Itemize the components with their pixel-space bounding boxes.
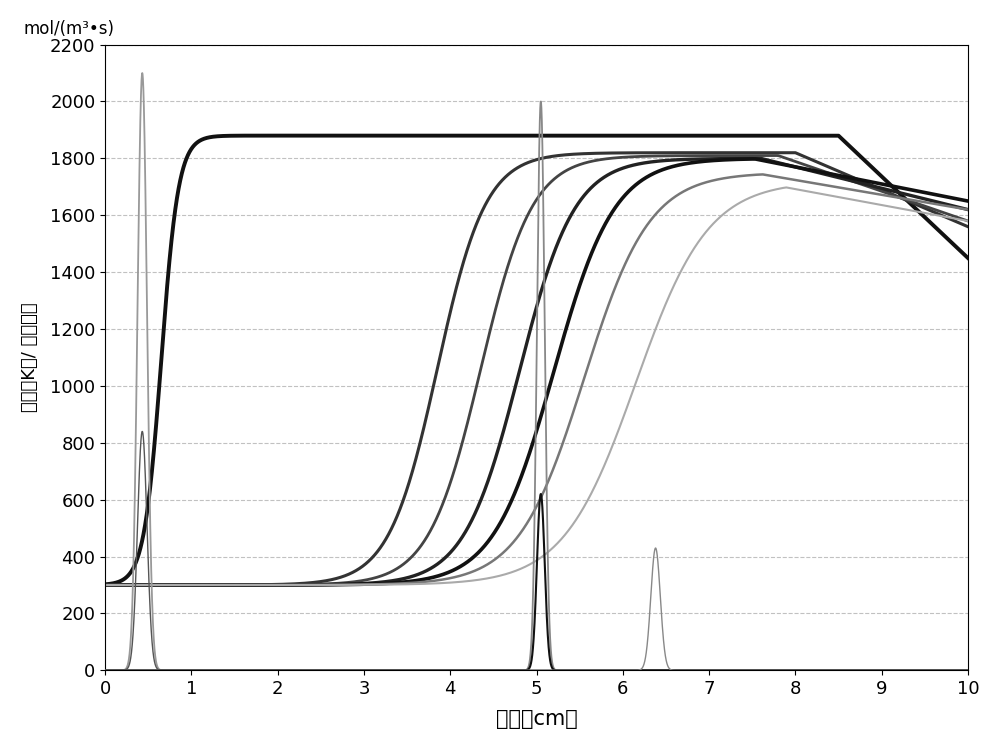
Y-axis label: 温度（K）/ 反应速率: 温度（K）/ 反应速率 xyxy=(21,303,39,412)
Text: mol/(m³•s): mol/(m³•s) xyxy=(23,20,114,38)
X-axis label: 位置（cm）: 位置（cm） xyxy=(496,710,577,729)
